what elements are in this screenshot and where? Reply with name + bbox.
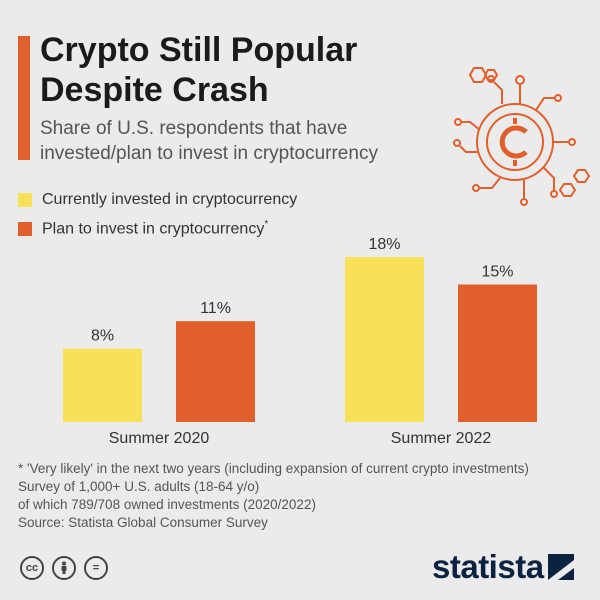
statista-logo[interactable]: statista [432,548,574,586]
footnote-source: Source: Statista Global Consumer Survey [18,515,268,530]
legend-swatch-invested [18,193,32,207]
data-label-1-1: 15% [481,264,513,281]
legend-label-plan: Plan to invest in cryptocurrency [42,220,265,238]
legend-item-invested: Currently invested in cryptocurrency [18,187,297,213]
data-label-1-0: 18% [368,236,400,253]
statista-mark-icon [547,554,574,580]
creative-commons-icon[interactable]: cc [20,556,44,580]
license-icons: cc = [20,556,108,580]
crypto-coin-circuit-icon [453,67,590,206]
data-label-0-1: 11% [200,300,231,317]
bar-0-1 [176,321,255,422]
bar-chart: 8% 11% Summer 2020 18% 15% Summer 2022 [63,236,537,447]
page-subtitle: Share of U.S. respondents that have inve… [40,118,378,164]
footnote-owned: of which 789/708 owned investments (2020… [18,497,316,512]
legend-item-plan: Plan to invest in cryptocurrency* [18,216,297,242]
legend-swatch-plan [18,222,32,236]
bar-1-0 [345,257,424,422]
category-label-0: Summer 2020 [109,430,210,447]
page-title: Crypto Still Popular Despite Crash [40,31,358,109]
title-accent-bar [18,36,30,160]
footnotes: * 'Very likely' in the next two years (i… [18,460,588,532]
footnote-marker: * [264,219,269,231]
attribution-icon[interactable] [52,556,76,580]
data-label-0-0: 8% [91,328,114,345]
category-label-1: Summer 2022 [391,430,492,447]
footnote-very-likely: * 'Very likely' in the next two years (i… [18,461,529,476]
brand-wordmark: statista [432,548,544,585]
bar-0-0 [63,348,142,422]
no-derivatives-icon[interactable]: = [84,556,108,580]
bar-1-1 [458,284,537,422]
legend-label-invested: Currently invested in cryptocurrency [42,191,298,208]
footnote-survey: Survey of 1,000+ U.S. adults (18-64 y/o) [18,479,260,494]
chart-legend: Currently invested in cryptocurrency Pla… [18,187,297,245]
